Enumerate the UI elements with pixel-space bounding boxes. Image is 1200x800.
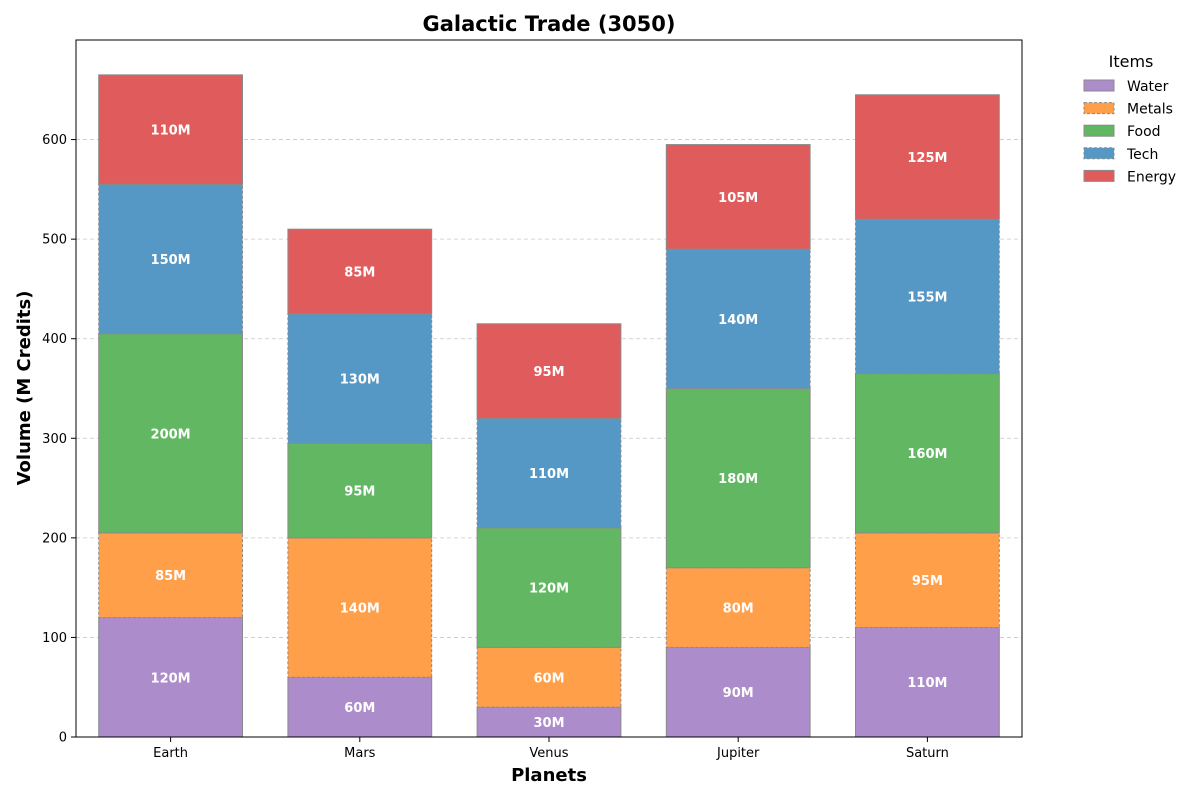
bar-value-label: 140M <box>340 602 380 617</box>
bar-energy-venus <box>476 323 622 419</box>
bar-value-label: 150M <box>151 253 191 268</box>
bar-value-label: 110M <box>529 467 569 482</box>
bar-food-venus <box>476 527 622 648</box>
legend-item-metals: Metals <box>1083 102 1173 118</box>
legend-swatch <box>1083 79 1115 92</box>
bar-metals-jupiter <box>665 567 811 648</box>
bar-value-label: 60M <box>344 701 375 716</box>
bar-tech-jupiter <box>665 248 811 389</box>
bar-value-label: 155M <box>907 290 947 305</box>
bar-value-label: 85M <box>155 569 186 584</box>
x-tick-label: Venus <box>529 746 568 761</box>
bar-food-mars <box>287 442 433 539</box>
bar-value-label: 130M <box>340 373 380 388</box>
legend-item-energy: Energy <box>1083 169 1176 185</box>
y-tick-label: 600 <box>42 133 67 148</box>
bar-value-label: 200M <box>151 427 191 442</box>
bar-value-label: 95M <box>912 574 943 589</box>
bar-value-label: 125M <box>907 151 947 166</box>
bar-tech-saturn <box>855 218 1000 375</box>
bar-food-jupiter <box>665 388 811 569</box>
bar-value-label: 140M <box>718 313 758 328</box>
bar-value-label: 120M <box>529 582 569 597</box>
y-tick-label: 300 <box>42 432 67 447</box>
bar-food-earth <box>98 333 243 534</box>
bar-metals-earth <box>98 532 243 619</box>
legend-label: Energy <box>1127 169 1176 185</box>
legend-label: Tech <box>1126 147 1158 163</box>
bar-water-jupiter <box>665 646 811 738</box>
bar-food-saturn <box>855 373 1000 534</box>
bar-energy-mars <box>287 228 433 315</box>
bar-energy-jupiter <box>665 144 811 250</box>
bar-tech-earth <box>98 183 243 335</box>
legend-title: Items <box>1109 52 1154 71</box>
legend-swatch <box>1083 169 1115 182</box>
bar-water-venus <box>476 706 622 738</box>
chart-title: Galactic Trade (3050) <box>423 12 676 36</box>
x-tick-label: Saturn <box>906 746 949 761</box>
legend: Items Water Metals Food Tech Energy <box>1083 52 1176 185</box>
legend-label: Metals <box>1127 102 1173 118</box>
y-tick-label: 500 <box>42 233 67 248</box>
bar-tech-mars <box>287 313 433 444</box>
bar-metals-saturn <box>855 532 1000 628</box>
bar-energy-saturn <box>855 94 1000 220</box>
bar-value-label: 105M <box>718 191 758 206</box>
bar-value-label: 90M <box>723 686 754 701</box>
x-tick-label: Jupiter <box>716 746 760 761</box>
y-axis-label: Volume (M Credits) <box>14 291 35 486</box>
bar-tech-venus <box>476 417 622 529</box>
legend-label: Water <box>1127 79 1169 95</box>
bar-value-label: 180M <box>718 472 758 487</box>
legend-label: Food <box>1127 124 1161 140</box>
bar-value-label: 30M <box>533 716 564 731</box>
legend-item-tech: Tech <box>1083 147 1158 163</box>
bar-energy-earth <box>98 74 243 185</box>
x-axis-ticks: Earth Mars Venus Jupiter Saturn <box>153 737 949 761</box>
bar-value-label: 95M <box>344 485 375 500</box>
x-tick-label: Earth <box>153 746 188 761</box>
bar-value-label: 120M <box>151 671 191 686</box>
y-tick-label: 0 <box>59 731 67 746</box>
bar-metals-mars <box>287 537 433 678</box>
y-tick-label: 200 <box>42 531 67 546</box>
bar-value-label: 60M <box>533 671 564 686</box>
x-axis-label: Planets <box>511 765 587 786</box>
bar-value-label: 110M <box>151 124 191 139</box>
legend-item-water: Water <box>1083 79 1169 95</box>
y-axis-ticks: 0 100 200 300 400 500 600 <box>42 133 76 746</box>
legend-item-food: Food <box>1083 124 1161 140</box>
y-tick-label: 100 <box>42 631 67 646</box>
bars-layer: 120M 85M 200M 150M 110M 60M 140M 95M 130M 85M 30M 6… <box>98 74 1000 738</box>
bar-metals-venus <box>476 646 622 708</box>
x-tick-label: Mars <box>344 746 376 761</box>
legend-swatch <box>1083 147 1115 160</box>
bar-water-earth <box>98 617 243 738</box>
bar-value-label: 85M <box>344 266 375 281</box>
bar-value-label: 95M <box>533 365 564 380</box>
y-tick-label: 400 <box>42 332 67 347</box>
bar-value-label: 80M <box>723 602 754 617</box>
bar-value-label: 110M <box>907 676 947 691</box>
bar-water-saturn <box>855 626 1000 738</box>
bar-value-label: 160M <box>907 447 947 462</box>
legend-swatch <box>1083 124 1115 137</box>
legend-swatch <box>1083 102 1115 115</box>
